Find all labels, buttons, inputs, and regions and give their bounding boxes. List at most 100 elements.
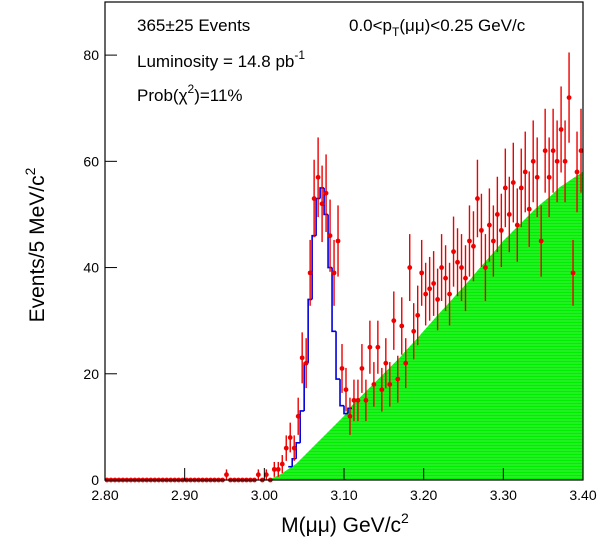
fit-step [331, 267, 337, 333]
y-tick-label: 60 [83, 153, 99, 169]
data-point [347, 413, 353, 419]
data-point [315, 174, 321, 180]
data-point [578, 148, 584, 154]
plot-area [104, 52, 584, 483]
x-tick-label: 3.40 [569, 487, 596, 503]
data-point [526, 206, 532, 212]
data-point [399, 323, 405, 329]
data-point [522, 169, 528, 175]
data-point [271, 466, 277, 472]
data-point [407, 265, 413, 270]
annotation: Luminosity = 14.8 pb-1 [137, 48, 305, 71]
data-point [283, 445, 289, 451]
data-point [447, 291, 452, 297]
x-tick-label: 3.10 [330, 487, 357, 503]
data-point [295, 413, 301, 419]
data-point [335, 238, 341, 244]
data-point [391, 318, 397, 324]
data-point [387, 382, 393, 387]
annotation-text: (μμ)<0.25 GeV/c [399, 16, 525, 35]
data-point [486, 222, 492, 228]
data-point [518, 185, 524, 191]
fit-step [299, 410, 305, 443]
y-tick-label: 40 [83, 260, 99, 276]
data-point [411, 328, 417, 334]
data-point [255, 472, 261, 478]
data-point [395, 376, 401, 382]
data-point [287, 435, 293, 440]
data-point [275, 466, 281, 472]
annotation: Prob(χ2)=11% [137, 82, 243, 105]
data-point [427, 286, 433, 292]
data-point [339, 366, 345, 371]
y-axis-label-text: Events/5 MeV/c [26, 175, 49, 322]
data-point [375, 344, 381, 350]
data-point [574, 169, 580, 175]
data-point [367, 344, 373, 350]
data-point [383, 360, 389, 366]
data-point [475, 196, 480, 201]
data-point [483, 265, 488, 270]
data-point [359, 366, 365, 371]
data-point [263, 472, 269, 478]
y-tick-label: 20 [83, 366, 99, 382]
data-point [443, 275, 448, 281]
data-point [331, 270, 337, 276]
data-point [494, 212, 500, 217]
x-tick-label: 3.30 [490, 487, 517, 503]
data-point [510, 180, 516, 185]
x-tick-label: 2.90 [171, 487, 198, 503]
data-point [542, 148, 548, 154]
data-point [506, 212, 512, 217]
annotation-sub: T [392, 25, 400, 39]
background-area [264, 171, 584, 481]
data-point [435, 297, 441, 302]
data-point [558, 127, 564, 132]
data-point [415, 312, 421, 318]
data-point [403, 360, 409, 366]
y-axis-label: Events/5 MeV/c2 [22, 167, 49, 322]
data-point [530, 158, 536, 164]
data-point [299, 355, 305, 361]
x-axis-label-sup: 2 [401, 510, 409, 526]
x-axis-label-text: M(μμ) GeV/c [281, 514, 401, 537]
fit-step [339, 379, 344, 407]
x-axis-label: M(μμ) GeV/c2 [281, 510, 409, 537]
data-point [323, 190, 329, 196]
data-point [459, 265, 464, 270]
annotation-text: Luminosity = 14.8 pb [137, 52, 294, 71]
data-point [546, 174, 552, 180]
data-point [423, 291, 429, 297]
data-point [455, 259, 460, 265]
data-point [514, 222, 520, 228]
data-point [566, 95, 572, 100]
data-point [562, 158, 568, 164]
data-point [554, 158, 560, 164]
annotation: 365±25 Events [137, 16, 250, 35]
annotation-text: 365±25 Events [137, 16, 250, 35]
annotation-sup: 2 [188, 82, 195, 96]
x-tick-label: 3.00 [251, 487, 278, 503]
data-point [451, 249, 456, 255]
data-point [371, 382, 377, 387]
data-point [570, 270, 576, 276]
data-point [538, 238, 544, 244]
data-point [355, 397, 361, 403]
annotation-sup: -1 [294, 48, 305, 62]
data-point [463, 275, 468, 281]
annotation-text: Prob(χ [137, 86, 188, 105]
data-point [498, 227, 504, 233]
data-point [303, 360, 309, 366]
annotation-text: )=11% [194, 86, 242, 105]
data-point [534, 174, 540, 180]
y-axis-label-sup: 2 [22, 167, 38, 175]
fit-step [295, 442, 301, 459]
x-tick-label: 3.20 [410, 487, 437, 503]
fit-step [343, 405, 348, 415]
data-point [502, 185, 508, 191]
data-point [419, 270, 425, 276]
data-point [467, 238, 472, 244]
data-point [343, 387, 349, 393]
data-point [224, 472, 229, 478]
data-point [490, 238, 496, 244]
